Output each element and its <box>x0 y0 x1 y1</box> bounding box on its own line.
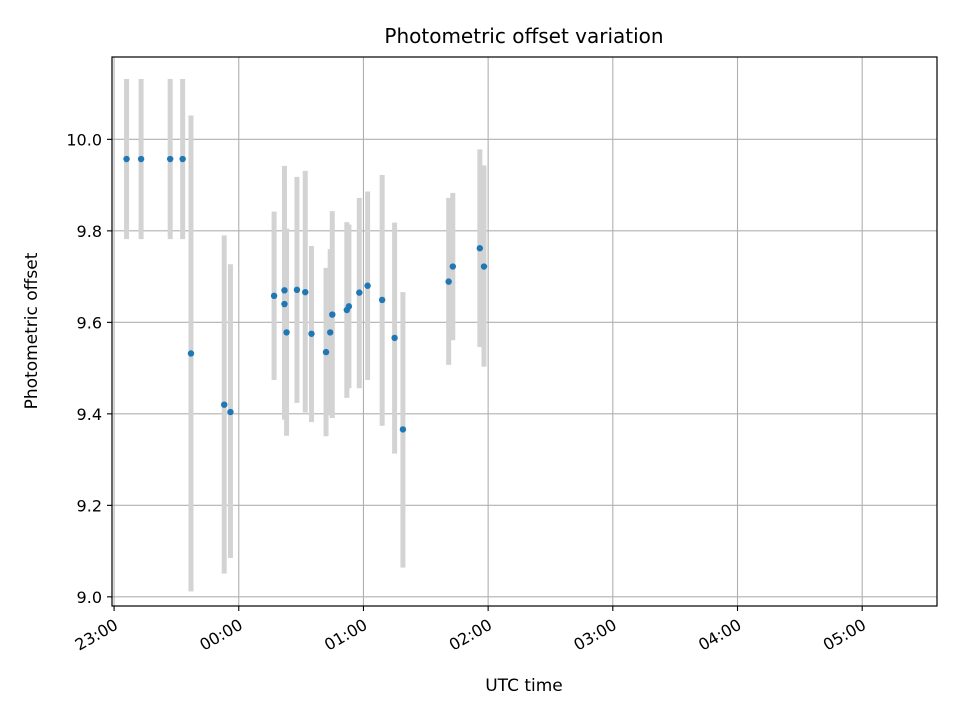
y-tick-label: 9.4 <box>77 405 102 424</box>
data-point <box>221 401 228 408</box>
x-axis-label: UTC time <box>485 676 563 696</box>
data-point <box>391 334 398 342</box>
axis-ticks: 23:00 00:00 01:00 02:00 03:00 04:00 05:00 9.0 9.… <box>66 130 869 654</box>
y-tick-label: 10.0 <box>66 130 102 149</box>
data-point <box>329 311 336 318</box>
chart-title: Photometric offset variation <box>384 24 663 48</box>
data-point <box>480 263 488 270</box>
data-point <box>449 263 457 270</box>
plot-frame <box>111 56 938 607</box>
y-tick-label: 9.2 <box>77 496 102 515</box>
data-point <box>187 350 195 357</box>
data-point <box>283 329 290 336</box>
data-point <box>270 292 278 300</box>
data-point <box>281 300 288 308</box>
x-tick-label: 00:00 <box>196 615 245 655</box>
data-point <box>356 289 363 296</box>
data-point <box>364 282 371 289</box>
x-tick-label: 02:00 <box>446 615 495 655</box>
error-bars <box>124 78 487 592</box>
data-points <box>123 155 488 433</box>
data-point <box>123 155 130 163</box>
grid-lines <box>112 57 937 606</box>
y-tick-label: 9.6 <box>77 313 102 332</box>
y-tick-label: 9.0 <box>77 588 102 607</box>
data-point <box>302 288 309 296</box>
x-tick-label: 04:00 <box>695 615 744 655</box>
data-point <box>166 155 174 163</box>
x-tick-label: 01:00 <box>321 615 370 655</box>
data-point <box>378 296 386 304</box>
x-tick-label: 03:00 <box>570 615 619 655</box>
y-axis-label: Photometric offset <box>22 252 42 409</box>
data-point <box>345 303 353 310</box>
data-point <box>322 348 330 356</box>
data-point <box>227 408 234 416</box>
data-point <box>308 330 315 337</box>
x-tick-label: 23:00 <box>72 615 121 655</box>
data-point <box>445 278 452 285</box>
data-point <box>476 245 484 252</box>
x-tick-label: 05:00 <box>820 615 869 655</box>
data-point <box>293 286 301 294</box>
data-point <box>399 426 407 433</box>
data-point <box>281 287 288 294</box>
data-point <box>179 155 186 163</box>
data-point <box>326 329 334 336</box>
data-point <box>137 155 145 163</box>
y-tick-label: 9.8 <box>77 222 102 241</box>
